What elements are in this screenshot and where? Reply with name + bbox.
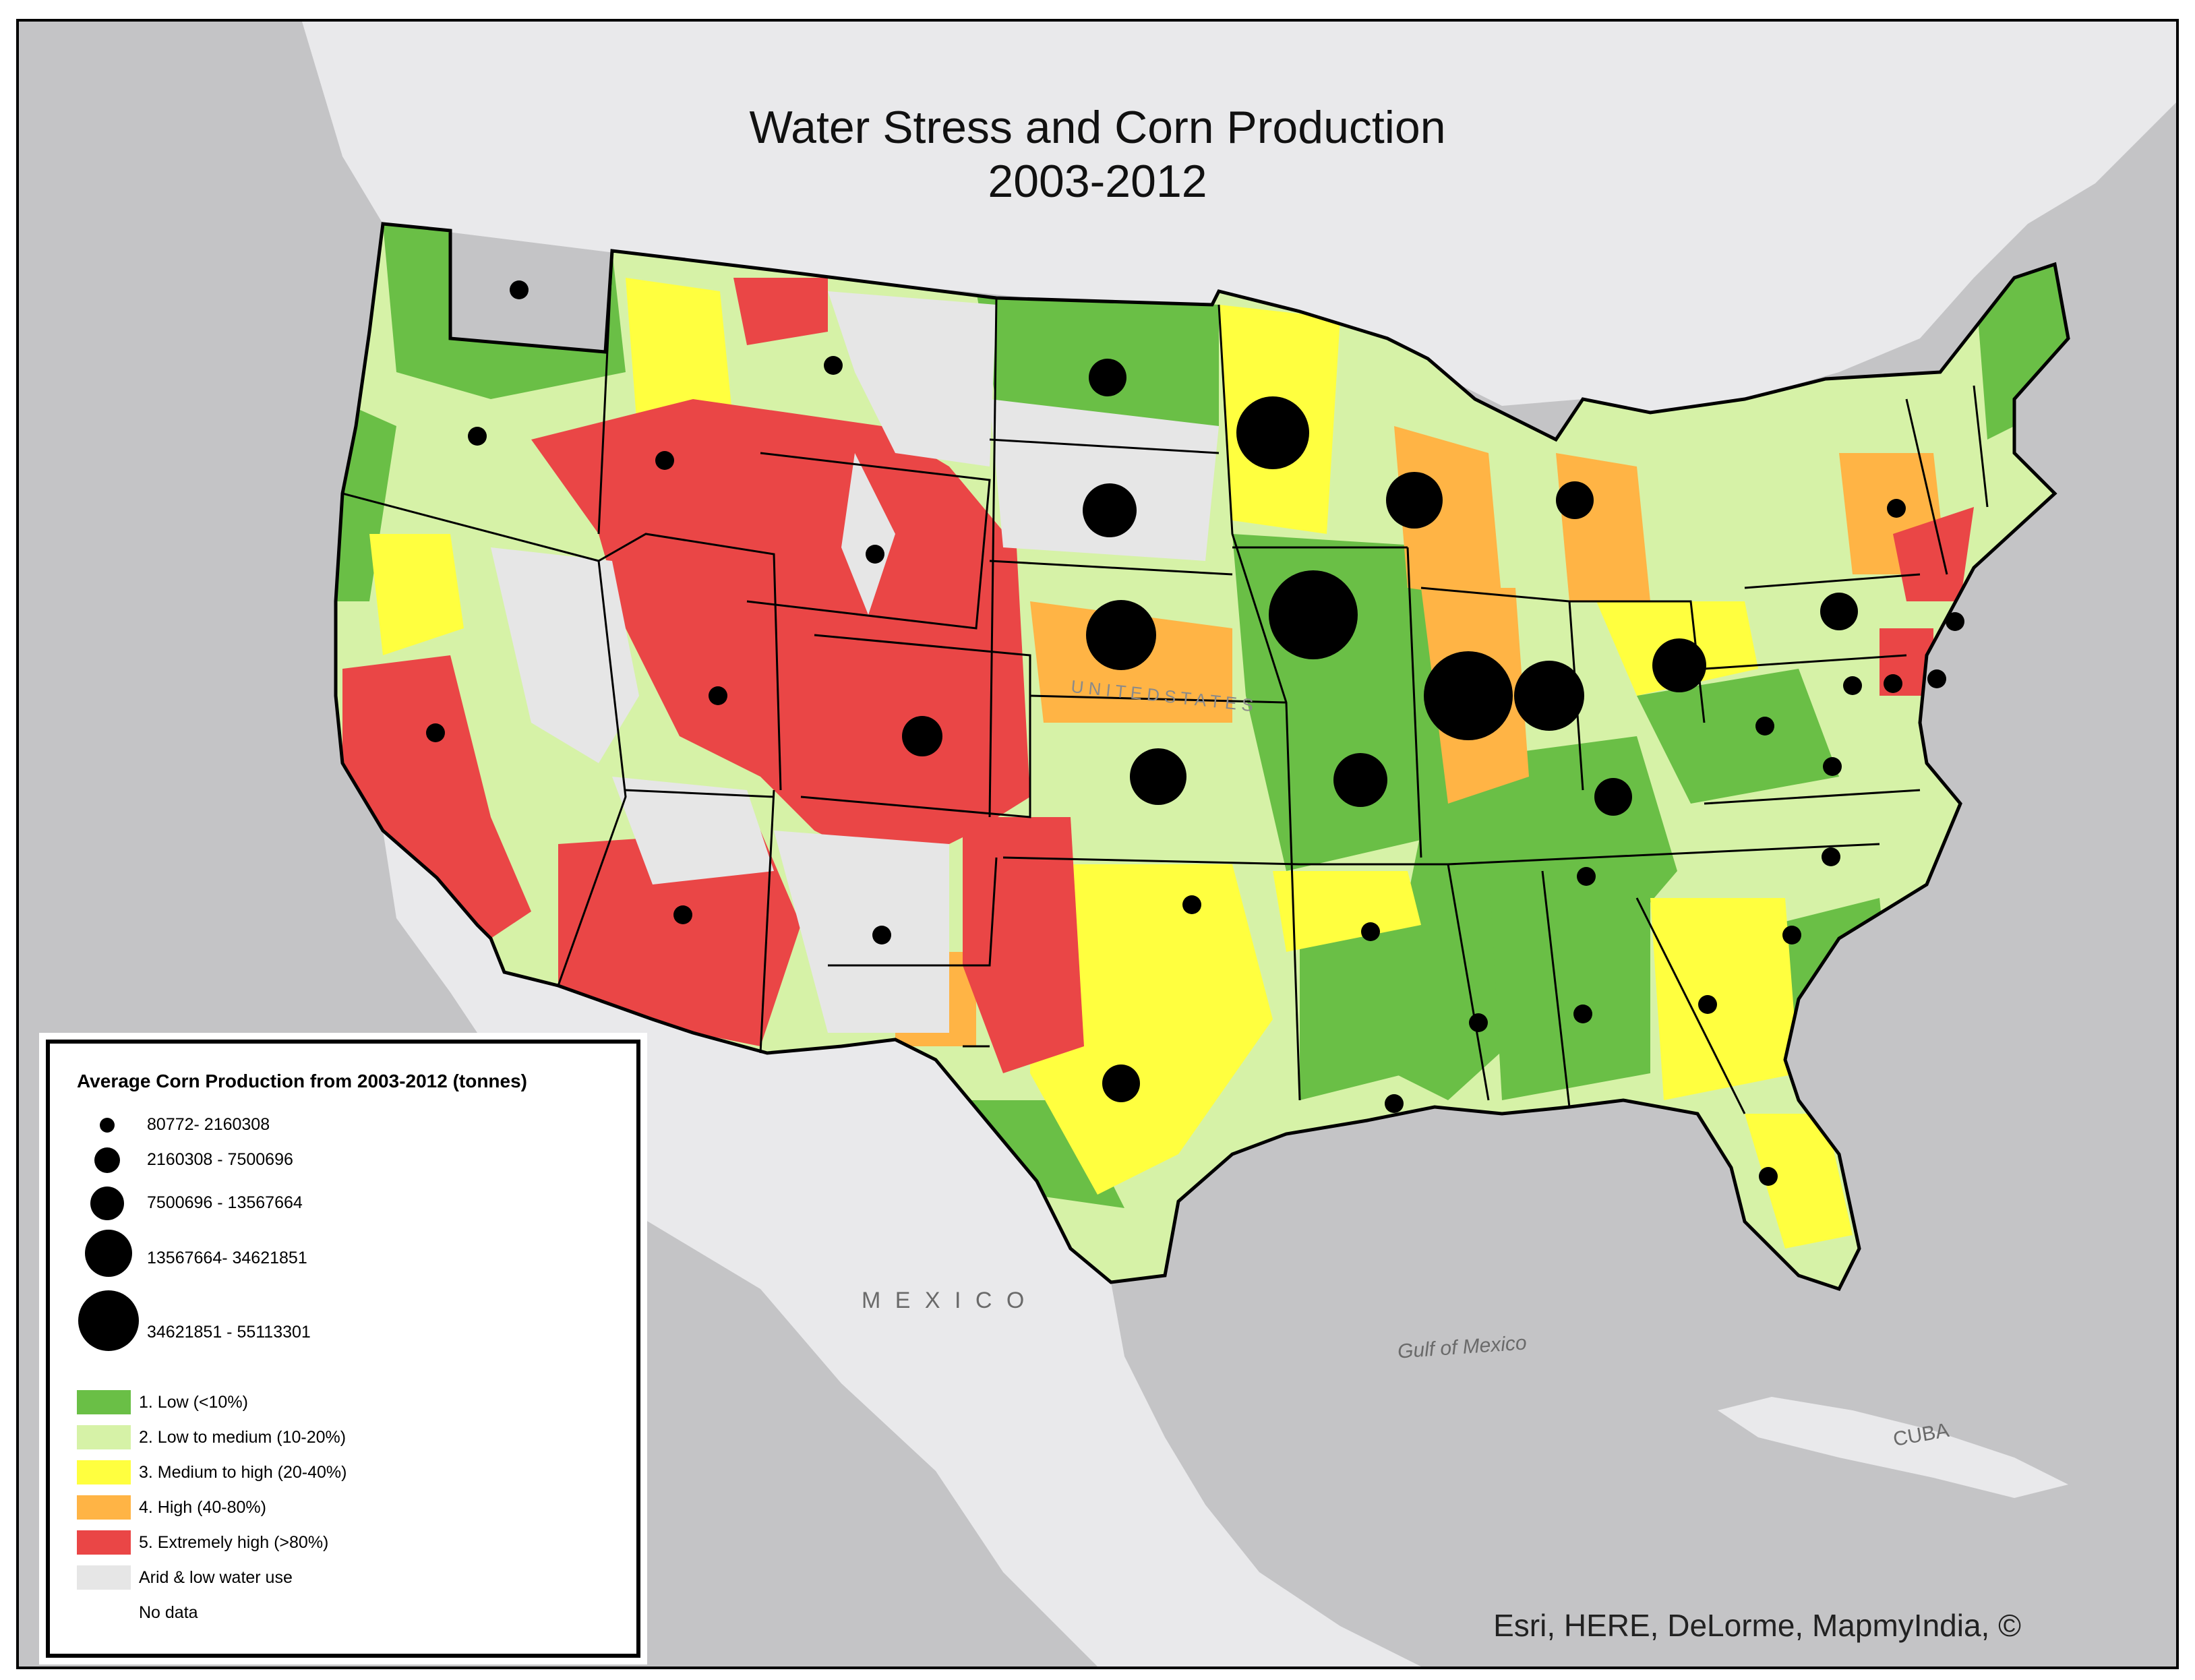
swatch-no-data [77, 1600, 131, 1625]
attribution-credit: Esri, HERE, DeLorme, MapmyIndia, © [1493, 1608, 2021, 1643]
production-circle [1698, 995, 1717, 1014]
legend-title: Average Corn Production from 2003-2012 (… [77, 1071, 528, 1091]
class-label-extremely-high: 5. Extremely high (>80%) [139, 1533, 329, 1552]
production-circle [1822, 847, 1840, 866]
production-circle [1089, 359, 1126, 396]
cuba-landmass [1718, 1397, 2068, 1498]
production-circle [1573, 1004, 1592, 1023]
production-circle [1361, 922, 1380, 941]
mexico-landmass [383, 831, 1421, 1667]
production-circle [468, 427, 487, 446]
florida-water-gap [1165, 1289, 1839, 1397]
production-circle [510, 280, 529, 299]
production-circle [1755, 717, 1774, 736]
production-circle [1386, 472, 1443, 529]
production-circle [673, 905, 692, 924]
production-circle [824, 356, 843, 375]
mexico-label: M E X I C O [862, 1288, 1029, 1313]
production-circle [1182, 895, 1201, 914]
production-circle [1086, 600, 1156, 670]
production-circle [1820, 593, 1858, 630]
production-circle [1102, 1064, 1140, 1102]
size-label-1: 80772- 2160308 [147, 1115, 270, 1134]
production-circle [1946, 612, 1964, 631]
production-circle [655, 451, 674, 470]
production-circle [1652, 638, 1706, 692]
size-symbol-4 [85, 1230, 132, 1277]
size-label-5: 34621851 - 55113301 [147, 1323, 311, 1342]
swatch-low-medium [77, 1425, 131, 1449]
swatch-medium-high [77, 1460, 131, 1484]
size-symbol-2 [94, 1147, 120, 1173]
size-symbol-3 [90, 1187, 124, 1220]
swatch-arid [77, 1565, 131, 1590]
production-circle [1424, 651, 1513, 740]
class-label-low-medium: 2. Low to medium (10-20%) [139, 1428, 347, 1447]
production-circle [1887, 499, 1906, 518]
canada-landmass [19, 22, 2176, 413]
production-circle [1927, 669, 1946, 688]
map-frame: Water Stress and Corn Production 2003-20… [16, 19, 2179, 1669]
production-circle [1269, 570, 1358, 659]
map-canvas[interactable] [19, 22, 2176, 1667]
production-circle [1843, 676, 1862, 695]
production-circle [426, 723, 445, 742]
class-label-no-data: No data [139, 1603, 198, 1622]
production-circle [1130, 748, 1186, 805]
production-circle [1594, 778, 1632, 816]
size-label-3: 7500696 - 13567664 [147, 1193, 303, 1212]
production-circle [1884, 674, 1902, 693]
production-circle [1236, 396, 1309, 469]
production-circle [1385, 1094, 1404, 1113]
production-circle [1759, 1167, 1778, 1186]
production-circle [1083, 483, 1137, 537]
production-circle [709, 686, 727, 705]
size-label-2: 2160308 - 7500696 [147, 1150, 293, 1169]
size-symbol-1 [100, 1118, 115, 1133]
production-circle [1556, 481, 1594, 519]
class-label-high: 4. High (40-80%) [139, 1498, 266, 1517]
size-label-4: 13567664- 34621851 [147, 1249, 307, 1267]
state-borders [342, 250, 1989, 1114]
production-circle [1333, 753, 1387, 807]
production-circle [866, 545, 884, 564]
class-label-low: 1. Low (<10%) [139, 1393, 248, 1412]
production-circle [1823, 757, 1842, 776]
production-circle [1514, 661, 1584, 731]
swatch-extremely-high [77, 1530, 131, 1555]
production-circle [1782, 926, 1801, 944]
map-title-line2: 2003-2012 [988, 156, 1207, 207]
production-circle [902, 716, 942, 756]
swatch-high [77, 1495, 131, 1520]
size-symbol-5 [78, 1290, 139, 1351]
map-title-line1: Water Stress and Corn Production [749, 102, 1446, 153]
production-circle [1469, 1013, 1488, 1032]
class-label-medium-high: 3. Medium to high (20-40%) [139, 1463, 347, 1482]
class-label-arid: Arid & low water use [139, 1568, 293, 1587]
corn-production-symbols [426, 280, 1964, 1186]
legend: Average Corn Production from 2003-2012 (… [46, 1040, 640, 1658]
production-circle [872, 926, 891, 944]
us-outline [334, 222, 2070, 1292]
swatch-low [77, 1390, 131, 1414]
production-circle [1577, 867, 1596, 886]
